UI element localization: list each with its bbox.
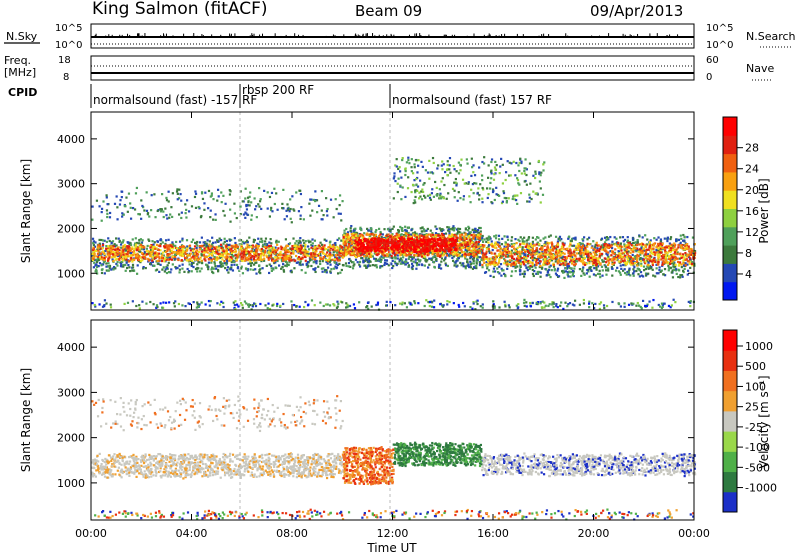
- colorbar-swatch: [723, 451, 737, 473]
- nsky-tick-high: 10^5: [55, 23, 82, 34]
- colorbar-tick-label: 25: [745, 401, 759, 414]
- y-tick-label: 4000: [57, 341, 85, 354]
- station-title: King Salmon (fitACF): [92, 0, 268, 19]
- power-data: [91, 156, 697, 311]
- velocity-y-axis: 1000 2000 3000 4000: [57, 341, 694, 490]
- velocity-ylabel: Slant Range [km]: [19, 368, 33, 472]
- colorbar-swatch: [723, 281, 737, 301]
- colorbar-tick-label: -500: [745, 461, 770, 474]
- y-tick-label: 4000: [57, 133, 85, 146]
- nsky-label: N.Sky: [6, 30, 38, 43]
- cpid-segment-1: normalsound (fast) -157 RF: [93, 93, 257, 107]
- colorbar-swatch: [723, 491, 737, 513]
- colorbar-swatch: [723, 370, 737, 392]
- x-tick-label: 16:00: [477, 527, 509, 540]
- colorbar-tick-label: 500: [745, 360, 766, 373]
- colorbar-swatch: [723, 390, 737, 412]
- x-tick-label: 12:00: [377, 527, 409, 540]
- y-tick-label: 3000: [57, 386, 85, 399]
- power-y-axis: 1000 2000 3000 4000: [57, 133, 694, 280]
- colorbar-swatch: [723, 135, 737, 155]
- velocity-colorbar: 1000 500 100 25 -25 -100 -500 -1000: [722, 329, 777, 513]
- date-title: 09/Apr/2013: [590, 2, 683, 20]
- power-colorbar-label: Power [dB]: [757, 178, 771, 243]
- colorbar-tick-label: 4: [745, 268, 752, 281]
- colorbar-swatch: [723, 330, 737, 351]
- colorbar-tick-label: -25: [745, 421, 763, 434]
- y-tick-label: 1000: [57, 267, 85, 280]
- colorbar-swatch: [723, 190, 737, 209]
- freq-tick-low: 8: [63, 72, 69, 83]
- velocity-panel: 1000 2000 3000 4000 Slant Range [km]: [19, 319, 697, 521]
- nsearch-label: N.Search: [746, 30, 796, 43]
- colorbar-swatch: [723, 471, 737, 493]
- power-ylabel: Slant Range [km]: [19, 159, 33, 263]
- colorbar-tick-label: 100: [745, 380, 766, 393]
- nave-label: Nave: [746, 62, 774, 75]
- nsky-tick-low: 10^0: [55, 40, 82, 51]
- x-tick-label: 08:00: [276, 527, 308, 540]
- colorbar-swatch: [723, 410, 737, 432]
- nsearch-tick-high: 10^5: [706, 23, 733, 34]
- noise-panel: N.Sky 10^5 10^0 10^5 10^0 N.Search: [4, 23, 796, 51]
- y-tick-label: 1000: [57, 477, 85, 490]
- colorbar-swatch: [723, 263, 737, 283]
- velocity-data: [91, 395, 697, 521]
- colorbar-tick-label: 20: [745, 184, 759, 197]
- time-axis: 00:00 04:00 08:00 12:00 16:00 20:00 00:00: [75, 112, 710, 540]
- colorbar-tick-label: -1000: [745, 482, 777, 495]
- beam-title: Beam 09: [355, 2, 422, 20]
- nave-tick-low: 0: [706, 72, 712, 83]
- noise-spikes: [94, 33, 679, 37]
- colorbar-swatch: [723, 208, 737, 228]
- velocity-colorbar-label: Velocity [m s⁻¹]: [757, 375, 771, 468]
- power-colorbar: 4 8 12 16 20 24 28: [722, 116, 759, 301]
- x-tick-label: 20:00: [578, 527, 610, 540]
- colorbar-tick-label: 16: [745, 205, 759, 218]
- y-tick-label: 2000: [57, 432, 85, 445]
- time-axis-label: Time UT: [366, 541, 417, 554]
- cpid-row: CPID normalsound (fast) -157 RF rbsp 200…: [8, 83, 552, 108]
- freq-panel: Freq. [MHz] 18 8 60 0 Nave: [4, 54, 774, 83]
- y-tick-label: 3000: [57, 178, 85, 191]
- colorbar-tick-label: 28: [745, 142, 759, 155]
- nave-tick-high: 60: [706, 55, 719, 66]
- x-tick-label: 00:00: [75, 527, 107, 540]
- nsearch-tick-low: 10^0: [706, 40, 733, 51]
- power-panel: 1000 2000 3000 4000 Slant Range [km]: [19, 111, 697, 311]
- x-tick-label: 04:00: [176, 527, 208, 540]
- freq-label-line2: [MHz]: [4, 66, 36, 79]
- colorbar-tick-label: 8: [745, 247, 752, 260]
- colorbar-swatch: [723, 153, 737, 173]
- freq-tick-high: 18: [58, 55, 71, 66]
- colorbar-tick-label: -100: [745, 441, 770, 454]
- colorbar-swatch: [723, 245, 737, 264]
- colorbar-swatch: [723, 431, 737, 452]
- colorbar-swatch: [723, 171, 737, 191]
- x-tick-label: 00:00: [678, 527, 710, 540]
- colorbar-swatch: [723, 350, 737, 371]
- y-tick-label: 2000: [57, 222, 85, 235]
- colorbar-tick-label: 12: [745, 226, 759, 239]
- cpid-segment-2: rbsp 200 RF: [242, 83, 314, 97]
- colorbar-tick-label: 24: [745, 163, 759, 176]
- colorbar-swatch: [723, 226, 737, 246]
- freq-label-line1: Freq.: [4, 54, 31, 67]
- colorbar-swatch: [723, 117, 737, 136]
- cpid-segment-3: normalsound (fast) 157 RF: [392, 93, 552, 107]
- colorbar-tick-label: 1000: [745, 340, 773, 353]
- cpid-label: CPID: [8, 86, 37, 99]
